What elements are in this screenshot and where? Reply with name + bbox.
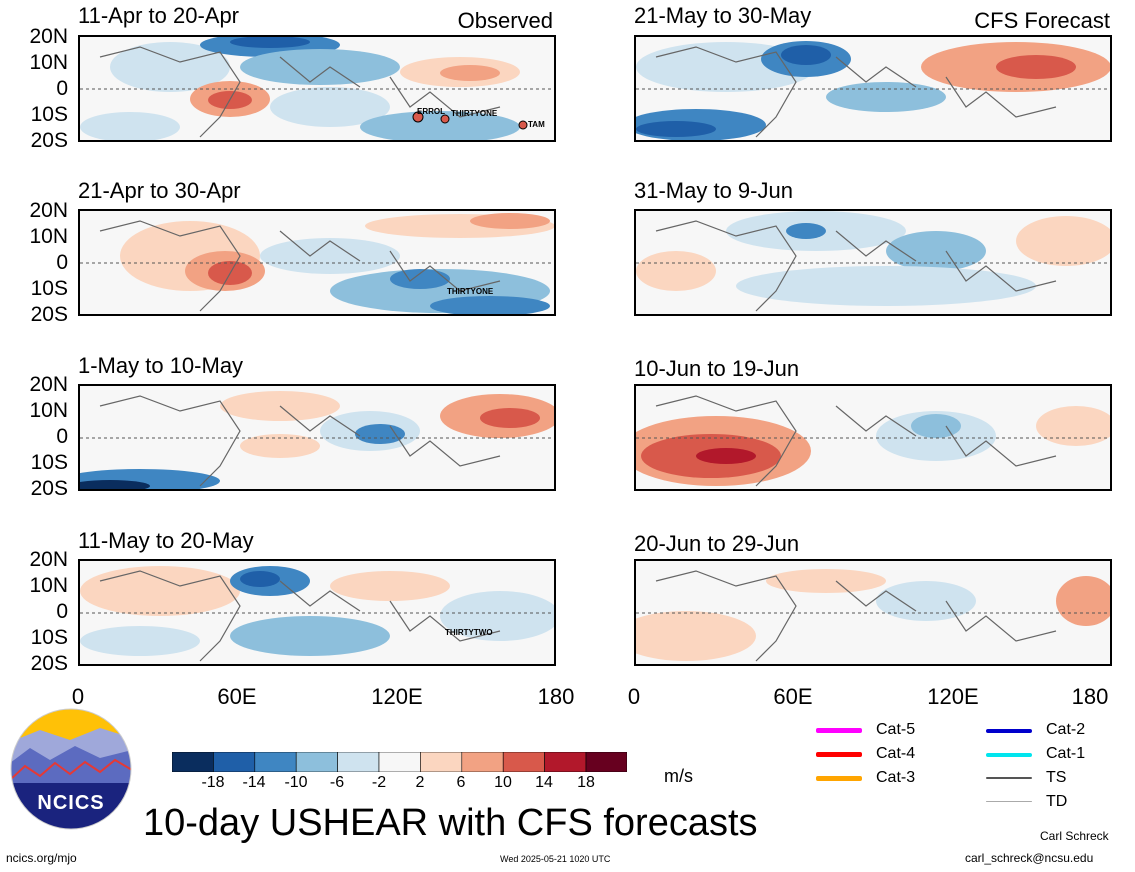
lat-label: 10S <box>30 626 68 649</box>
map-panel-obs-1: ERROL THIRTYONE TAM <box>78 35 556 142</box>
panel-title-fcst-2: 31-May to 9-Jun <box>634 178 793 203</box>
colorbar-tick: 18 <box>577 774 595 791</box>
panel-title-fcst-1: 21-May to 30-May <box>634 3 812 28</box>
lat-label: 20N <box>29 548 68 571</box>
lat-label: 10N <box>29 574 68 597</box>
lat-label: 10N <box>29 51 68 74</box>
shear-field <box>636 561 1110 664</box>
footer-url[interactable]: ncics.org/mjo <box>6 851 77 865</box>
colorbar-tick: 14 <box>535 774 553 791</box>
map-panel-fcst-1 <box>634 35 1112 142</box>
colorbar-swatches <box>171 751 628 773</box>
lon-label: 0 <box>71 684 85 709</box>
lat-label: 10S <box>30 451 68 474</box>
lat-label: 20S <box>30 652 68 675</box>
footer-email[interactable]: carl_schreck@ncsu.edu <box>965 851 1094 865</box>
forecast-label: CFS Forecast <box>974 8 1110 33</box>
legend-swatch-cat3 <box>816 776 862 781</box>
footer-timestamp: Wed 2025-05-21 1020 UTC <box>500 854 611 864</box>
legend-label-cat5: Cat-5 <box>876 721 916 738</box>
observed-label: Observed <box>457 8 553 33</box>
shear-field <box>636 37 1110 140</box>
lat-label: 0 <box>56 425 68 448</box>
lon-label: 0 <box>627 684 641 709</box>
ncics-logo: NCICS <box>10 708 132 830</box>
lon-label: 60E <box>217 684 257 709</box>
map-panel-fcst-2 <box>634 209 1112 316</box>
map-panel-obs-2: THIRTYONE <box>78 209 556 316</box>
colorbar-tick: 10 <box>494 774 512 791</box>
lon-label: 180 <box>1071 684 1109 709</box>
panel-title-obs-1: 11-Apr to 20-Apr <box>78 3 240 28</box>
colorbar <box>171 751 628 773</box>
footer-author: Carl Schreck <box>1040 829 1109 843</box>
lat-label: 20N <box>29 373 68 396</box>
panel-title-obs-4: 11-May to 20-May <box>78 528 254 553</box>
map-panel-fcst-3 <box>634 384 1112 491</box>
legend-label-cat4: Cat-4 <box>876 745 916 762</box>
colorbar-tick: -18 <box>201 774 225 791</box>
storm-label-thirtyone: THIRTYONE <box>447 287 494 296</box>
lat-label: 0 <box>56 77 68 100</box>
storm-label-tam: TAM <box>528 120 545 129</box>
lat-label: 0 <box>56 251 68 274</box>
colorbar-tick: -6 <box>329 774 345 791</box>
lon-label: 120E <box>927 684 979 709</box>
lat-label: 20N <box>29 25 68 48</box>
colorbar-tick: -10 <box>284 774 308 791</box>
shear-field <box>80 211 554 314</box>
colorbar-tick: 2 <box>415 774 425 791</box>
colorbar-unit: m/s <box>664 766 693 786</box>
storm-label-thirtytwo: THIRTYTWO <box>445 628 493 637</box>
ncics-logo-icon <box>10 708 132 830</box>
legend-swatch-cat1 <box>986 753 1032 757</box>
legend-swatch-cat2 <box>986 729 1032 733</box>
shear-field <box>80 561 554 664</box>
storm-label-errol: ERROL <box>417 107 445 116</box>
legend-swatch-cat4 <box>816 752 862 757</box>
lat-label: 10N <box>29 225 68 248</box>
lat-label: 20N <box>29 199 68 222</box>
legend-swatch-cat5 <box>816 728 862 733</box>
lon-label: 60E <box>773 684 813 709</box>
lat-label: 20S <box>30 303 68 326</box>
legend-label-td: TD <box>1046 793 1068 810</box>
legend-label-cat3: Cat-3 <box>876 769 916 786</box>
map-panel-obs-3 <box>78 384 556 491</box>
shear-field <box>636 386 1110 489</box>
legend-swatch-ts <box>986 777 1032 779</box>
lon-label: 120E <box>371 684 423 709</box>
shear-field <box>80 37 554 140</box>
map-panel-obs-4: THIRTYTWO <box>78 559 556 666</box>
shear-field <box>80 386 554 489</box>
ncics-logo-text: NCICS <box>37 792 105 814</box>
lat-label: 10S <box>30 103 68 126</box>
main-title: 10-day USHEAR with CFS forecasts <box>143 802 758 844</box>
lat-label: 0 <box>56 600 68 623</box>
colorbar-tick: -2 <box>371 774 387 791</box>
legend-swatch-td <box>986 801 1032 802</box>
lat-label: 20S <box>30 129 68 152</box>
lat-label: 10N <box>29 399 68 422</box>
panel-title-fcst-3: 10-Jun to 19-Jun <box>634 356 800 381</box>
panel-title-fcst-4: 20-Jun to 29-Jun <box>634 531 800 556</box>
colorbar-tick: 6 <box>456 774 466 791</box>
shear-field <box>636 211 1110 314</box>
lat-label: 20S <box>30 477 68 500</box>
legend-label-cat1: Cat-1 <box>1046 745 1086 762</box>
colorbar-tick: -14 <box>242 774 266 791</box>
panel-title-obs-2: 21-Apr to 30-Apr <box>78 178 241 203</box>
legend-label-ts: TS <box>1046 769 1067 786</box>
legend-label-cat2: Cat-2 <box>1046 721 1086 738</box>
lon-label: 180 <box>537 684 575 709</box>
lat-label: 10S <box>30 277 68 300</box>
panel-title-obs-3: 1-May to 10-May <box>78 353 244 378</box>
storm-label-thirtyone: THIRTYONE <box>451 109 498 118</box>
map-panel-fcst-4 <box>634 559 1112 666</box>
